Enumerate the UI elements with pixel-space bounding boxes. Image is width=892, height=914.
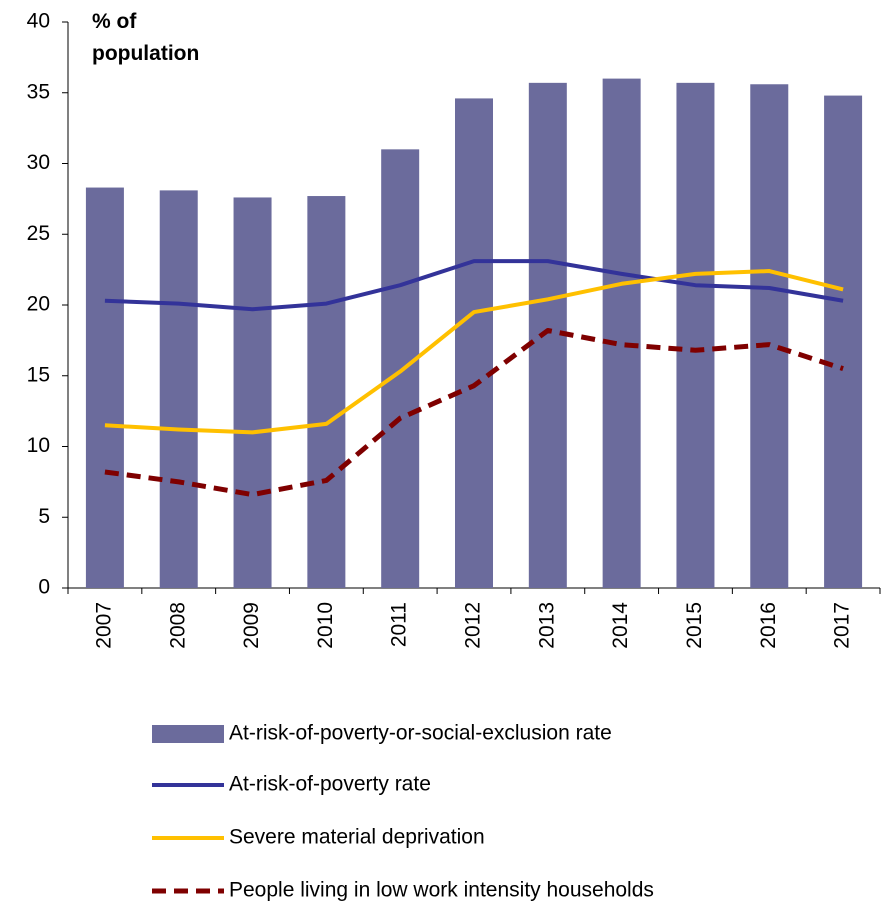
bar (381, 149, 420, 588)
y-tick-label: 5 (38, 505, 50, 528)
x-tick-label: 2010 (314, 602, 337, 649)
line (104, 269, 844, 435)
legend-label: People living in low work intensity hous… (229, 879, 654, 902)
bar (455, 98, 493, 588)
x-tick-label: 2017 (831, 602, 854, 649)
x-tick-label: 2013 (535, 602, 558, 649)
x-tick-label: 2016 (757, 602, 780, 649)
line (104, 259, 844, 312)
x-tick-label: 2009 (240, 602, 263, 649)
legend-label: At-risk-of-poverty rate (229, 773, 431, 796)
x-tick-label: 2008 (166, 602, 189, 649)
legend-swatch (152, 725, 224, 743)
y-tick-label: 35 (27, 80, 50, 103)
x-tick-label: 2007 (92, 602, 115, 649)
bar (159, 190, 198, 588)
x-tick-label: 2012 (462, 602, 485, 649)
legend-label: At-risk-of-poverty-or-social-exclusion r… (229, 722, 612, 745)
bar (85, 187, 124, 588)
x-tick-label: 2014 (609, 602, 632, 649)
y-tick-label: 30 (27, 151, 50, 174)
x-tick-label: 2015 (683, 602, 706, 649)
y-axis-label: % of population (92, 10, 200, 65)
y-tick-label: 20 (27, 293, 50, 316)
bar (676, 82, 715, 588)
y-tick-label: 40 (27, 10, 50, 33)
bar (233, 197, 272, 588)
bar (602, 78, 641, 588)
x-tick-label: 2011 (388, 602, 411, 647)
y-tick-label: 0 (38, 576, 50, 599)
y-tick-label: 25 (27, 222, 50, 245)
line (104, 327, 844, 498)
y-tick-label: 15 (27, 363, 50, 386)
legend-label: Severe material deprivation (229, 826, 485, 849)
y-tick-label: 10 (27, 434, 50, 457)
bar (307, 196, 346, 589)
bar (750, 84, 789, 588)
bar (824, 95, 863, 588)
